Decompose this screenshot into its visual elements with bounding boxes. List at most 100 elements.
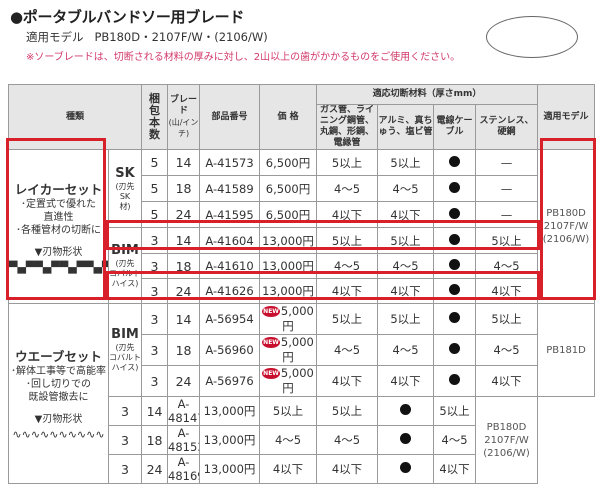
price-value: 13,000円 xyxy=(262,284,314,298)
header-blade: ブレード (山/インチ) xyxy=(167,84,201,150)
page-title: ●ポータブルバンドソー用ブレード xyxy=(10,8,245,26)
pack-count: 3 xyxy=(141,365,169,397)
blade-material-cell: SK (刃先 SK 材) xyxy=(107,149,143,228)
part-number: A-56954 xyxy=(199,303,261,335)
header-materials: 適応切断材料（厚さmm） xyxy=(316,84,539,105)
price-value: 6,500円 xyxy=(265,207,311,222)
applicable-model-cell: PB180D 2107F/W (2106/W) xyxy=(475,396,539,484)
applicable-model-cell: PB180D 2107F/W (2106/W) xyxy=(537,149,596,304)
material-sub: (刃先 xyxy=(115,343,135,352)
material-name: BIM xyxy=(111,242,139,258)
part-number: A-56976 xyxy=(199,365,261,397)
header-cable: 電線ケーブル xyxy=(433,104,477,150)
pack-count: 3 xyxy=(107,396,143,426)
aluminum-thickness: 4以下 xyxy=(377,278,435,304)
teeth-per-inch: 14 xyxy=(167,227,201,254)
set-feature: ･各種管材の切断に xyxy=(16,225,101,236)
header-part: 部品番号 xyxy=(199,84,261,150)
aluminum-thickness: 5以上 xyxy=(377,149,435,176)
table-row: レイカーセット ･定置式で優れた 直進性 ･各種管材の切断に ▼刃物形状 ▀▄▀▀▄▀▀▄… xyxy=(8,149,596,304)
gas-pipe-thickness: 5以上 xyxy=(316,227,379,254)
pack-count: 5 xyxy=(141,149,169,176)
teeth-per-inch: 18 xyxy=(167,175,201,202)
pack-count: 5 xyxy=(141,175,169,202)
price-value: 5,000円 xyxy=(280,366,314,396)
aluminum-thickness: 4以下 xyxy=(377,201,435,228)
aluminum-thickness: 4〜5 xyxy=(316,425,379,455)
stainless-thickness: 5以上 xyxy=(475,227,539,254)
filled-dot-icon xyxy=(449,233,461,245)
table-row: 5 24 A-41595 6,500円 4以下 4以下 — xyxy=(9,201,595,228)
gas-pipe-thickness: 4以下 xyxy=(316,278,379,304)
filled-dot-icon xyxy=(449,181,461,193)
price: 13,000円 xyxy=(199,425,261,455)
header-type: 種類 xyxy=(7,84,143,150)
blade-material-cell: BIM (刃先 コバルト ハイス) xyxy=(107,303,143,397)
usage-note: ※ソーブレードは、切断される材料の厚みに対し、2山以上の歯がかかるものをご使用く… xyxy=(26,52,461,63)
stainless-thickness: 5以上 xyxy=(433,396,477,426)
part-number: A-41595 xyxy=(199,201,261,228)
filled-dot-icon xyxy=(400,433,412,444)
set-name: レイカーセット xyxy=(14,182,103,197)
price: 6,500円 xyxy=(259,149,318,176)
teeth-per-inch: 14 xyxy=(167,303,201,335)
model-name: (2106/W) xyxy=(483,447,530,459)
pack-count: 3 xyxy=(141,253,169,279)
teeth-per-inch: 18 xyxy=(141,425,169,455)
part-number: A-41610 xyxy=(199,253,261,279)
filled-dot-icon xyxy=(449,259,461,270)
filled-dot-icon xyxy=(400,462,412,473)
part-number: A-48153 xyxy=(167,425,201,455)
teeth-per-inch: 18 xyxy=(167,253,201,279)
price-value: 13,000円 xyxy=(262,233,314,248)
filled-dot-icon xyxy=(449,207,461,219)
price-value: 6,500円 xyxy=(265,181,311,196)
header-aluminum: アルミ、真ちゅう、塩ビ管 xyxy=(377,104,435,150)
model-name: 2107F/W xyxy=(484,434,529,446)
cable-cell xyxy=(433,303,477,335)
table-header-row: 種類 梱包本数 ブレード (山/インチ) 部品番号 価 格 適応切断材料（厚さmm… xyxy=(7,84,596,150)
model-name: PB181D xyxy=(546,344,586,356)
models-label: 適用モデル xyxy=(26,30,84,44)
gas-pipe-thickness: 4以下 xyxy=(259,454,318,484)
material-sub: ハイス) xyxy=(111,363,139,372)
new-badge-icon: NEW xyxy=(262,306,280,317)
price: NEW 5,000円 xyxy=(259,303,318,335)
header-stainless: ステンレス、硬鋼 xyxy=(475,104,539,150)
gas-pipe-thickness: 4〜5 xyxy=(259,425,318,455)
price-value: 5,000円 xyxy=(280,304,314,334)
new-badge-icon: NEW xyxy=(262,368,280,379)
blade-shape-pattern: ∿∿∿∿∿∿∿∿∿∿ xyxy=(12,428,105,441)
gas-pipe-thickness: 5以上 xyxy=(316,149,379,176)
price: 13,000円 xyxy=(199,396,261,426)
part-number: A-56960 xyxy=(199,334,261,366)
cable-cell xyxy=(377,425,435,455)
price: NEW 5,000円 xyxy=(259,365,318,397)
part-number: A-41589 xyxy=(199,175,261,202)
header-gas-pipe: ガス管、ライニング鋼管、丸鋼、形鋼、電縁管 xyxy=(316,104,379,150)
blade-shape-label: ▼刃物形状 xyxy=(34,247,83,258)
material-name: BIM xyxy=(111,327,139,342)
part-number: A-48169 xyxy=(167,454,201,484)
gas-pipe-thickness: 5以上 xyxy=(259,396,318,426)
price: 6,500円 xyxy=(259,175,318,202)
pack-count: 3 xyxy=(107,425,143,455)
filled-dot-icon xyxy=(400,404,412,415)
table-row: ウエーブセット ･解体工事等で高能率 ･回し切りでの 既設管撤去に ▼刃物形状 ∿∿∿∿∿… xyxy=(8,303,596,484)
new-badge-icon: NEW xyxy=(262,337,280,348)
set-feature: ･定置式で優れた xyxy=(21,199,96,210)
aluminum-thickness: 5以上 xyxy=(377,303,435,335)
aluminum-thickness: 4〜5 xyxy=(377,253,435,279)
stainless-thickness: 5以上 xyxy=(475,303,539,335)
aluminum-thickness: 4以下 xyxy=(377,365,435,397)
model-name: PB180D xyxy=(546,208,586,219)
stainless-thickness: 4〜5 xyxy=(433,425,477,455)
material-sub: ハイス) xyxy=(111,278,139,288)
price: 13,000円 xyxy=(199,454,261,484)
teeth-per-inch: 14 xyxy=(141,396,169,426)
part-number: A-41626 xyxy=(199,278,261,304)
set-name: ウエーブセット xyxy=(15,349,102,364)
price: NEW 5,000円 xyxy=(259,334,318,366)
